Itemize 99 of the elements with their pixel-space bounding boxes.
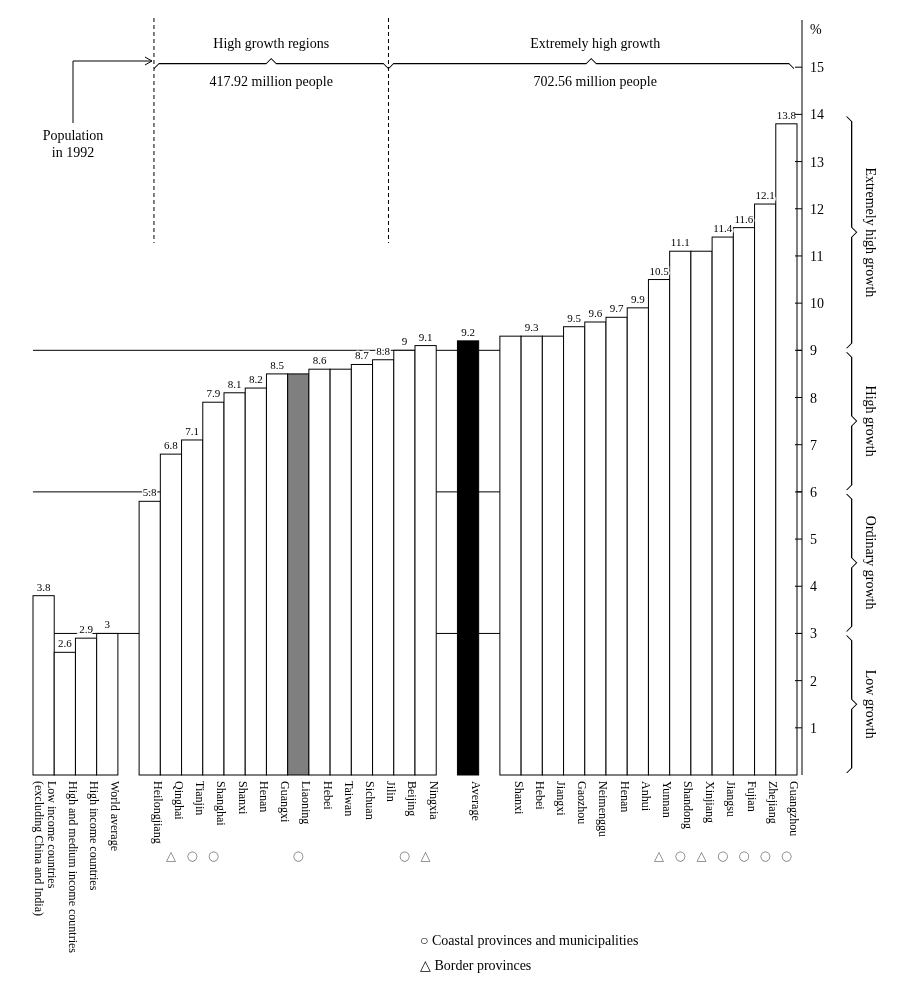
data-label: 8.5	[270, 358, 285, 371]
x-tick-label: World average	[108, 781, 123, 851]
data-label: 7.1	[185, 424, 200, 437]
data-label: 11.6	[734, 212, 754, 225]
x-tick-label: Low income countries (excluding China and India)	[31, 781, 59, 916]
text: ○ Coastal provinces and municipalities	[420, 933, 639, 948]
text: ○	[738, 848, 750, 863]
x-tick-label: Tianjin	[193, 781, 208, 816]
text: ○	[674, 848, 686, 863]
y-tick-label: 7	[810, 437, 817, 453]
annotation: 702.56 million people	[533, 74, 657, 89]
y-tick-label: 8	[810, 390, 817, 406]
x-tick-label: Fujian	[744, 781, 759, 812]
y-tick-label: 3	[810, 626, 817, 642]
x-tick-label: Shandong	[681, 781, 696, 829]
text: ○	[207, 848, 220, 863]
data-label: 3.8	[36, 580, 51, 593]
x-tick-label: High income countries	[87, 781, 102, 891]
y-tick-label: 1	[810, 720, 817, 736]
x-tick-label: Gaozhou	[575, 781, 590, 825]
x-tick-label: Average	[469, 781, 484, 821]
text: ○	[398, 848, 411, 863]
text: Extremely high growth	[863, 167, 878, 298]
y-tick-label: 11	[810, 248, 824, 264]
data-label: 8.6	[312, 354, 327, 367]
data-label: 8.1	[227, 377, 242, 390]
y-tick-label: 6	[810, 484, 817, 500]
annotation: High growth regions	[213, 36, 330, 51]
data-label: 8.2	[248, 373, 263, 386]
text: ○	[759, 848, 771, 863]
data-label: 9.1	[418, 330, 433, 343]
y-tick-label: 4	[810, 579, 817, 595]
data-label: 9.9	[630, 292, 646, 305]
data-label: 9	[401, 335, 408, 348]
text: ○	[717, 848, 729, 863]
data-label: 2.9	[79, 623, 94, 636]
x-tick-label: Neimenggu	[596, 781, 611, 837]
x-tick-label: Xinjiang	[702, 781, 717, 823]
text: Ordinary growth	[863, 515, 878, 610]
x-tick-label: Yunnan	[660, 781, 675, 818]
text: △ Border provinces	[420, 958, 532, 973]
x-tick-label: Sichuan	[362, 781, 377, 820]
annotation: Population in 1992	[42, 128, 104, 160]
x-tick-label: Ningxia	[426, 781, 441, 821]
text: ○	[186, 848, 198, 863]
data-label: 7.9	[206, 387, 221, 400]
y-tick-label: 9	[810, 343, 817, 359]
x-tick-label: Heilongjiang	[150, 781, 165, 844]
data-label: 3	[104, 618, 111, 631]
data-label: 12.1	[755, 189, 775, 202]
text: △	[420, 848, 431, 863]
text: △	[165, 848, 176, 863]
data-label: 9.7	[609, 302, 624, 315]
text: ○	[292, 848, 304, 863]
x-tick-label: High and medium income countries	[65, 781, 80, 954]
x-tick-label: Zhejiang	[766, 781, 781, 824]
x-tick-label: Beijing	[405, 781, 420, 817]
x-tick-label: Shanxi	[235, 781, 250, 815]
data-label: 9.2	[461, 325, 475, 338]
data-label: 13.8	[776, 108, 797, 121]
x-tick-label: Hebei	[320, 781, 335, 811]
data-label: 9.3	[524, 321, 540, 334]
text: △	[654, 848, 665, 863]
data-label: 11.1	[670, 236, 690, 249]
x-tick-label: Guangzhou	[787, 781, 802, 837]
y-axis-title: %	[810, 22, 822, 37]
data-label: 10.5	[649, 264, 670, 277]
text: △	[696, 848, 707, 863]
data-label: 9.5	[567, 311, 582, 324]
data-label: 8.7	[355, 349, 370, 362]
x-tick-label: Liaoning	[299, 781, 314, 825]
x-tick-label: Guangxi	[278, 781, 293, 823]
y-tick-label: 13	[810, 154, 824, 170]
annotation: 417.92 million people	[209, 74, 333, 89]
data-label: 6.8	[164, 439, 179, 452]
text: High growth	[863, 385, 878, 457]
x-tick-label: Qinghai	[171, 781, 186, 821]
y-tick-label: 14	[810, 107, 824, 123]
text: ○	[780, 848, 793, 863]
x-tick-label: Henan	[256, 781, 271, 813]
x-tick-label: Taiwan	[341, 781, 356, 817]
x-tick-label: Jilin	[384, 781, 399, 802]
x-tick-label: Hebei	[532, 781, 547, 811]
x-tick-label: Shanxi	[511, 781, 526, 815]
x-tick-label: Jiangxi	[553, 781, 568, 817]
y-tick-label: 2	[810, 673, 817, 689]
x-tick-label: Anhui	[638, 781, 653, 812]
data-label: 2.6	[57, 637, 73, 650]
x-tick-label: Jiangsu	[723, 781, 738, 817]
y-tick-label: 5	[810, 532, 817, 548]
y-tick-label: 10	[810, 296, 824, 312]
annotation: Extremely high growth	[530, 36, 661, 51]
x-tick-label: Henan	[617, 781, 632, 813]
data-label: 11.4	[713, 222, 733, 235]
y-tick-label: 12	[810, 201, 824, 217]
x-tick-label: Shanghai	[214, 781, 229, 827]
y-tick-label: 15	[810, 60, 824, 76]
text: Low growth	[863, 669, 878, 739]
data-label: 9.6	[588, 307, 603, 319]
